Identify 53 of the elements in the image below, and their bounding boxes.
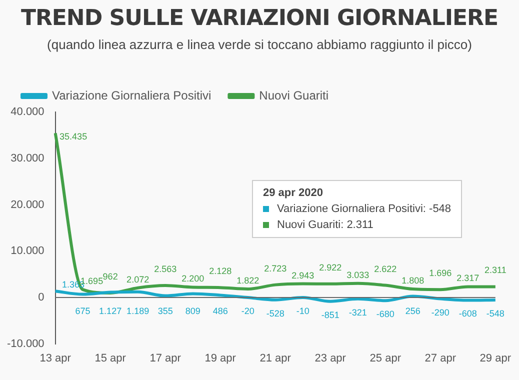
- data-label: 486: [212, 306, 228, 316]
- data-label: 675: [75, 306, 90, 316]
- data-label: 1.808: [402, 276, 424, 286]
- x-tick-label: 17 apr: [150, 352, 182, 364]
- data-label: -290: [431, 307, 450, 318]
- data-label: 2.563: [154, 264, 177, 274]
- x-tick-label: 13 apr: [40, 352, 72, 364]
- line-series: [54, 290, 497, 303]
- x-tick-label: 15 apr: [94, 352, 126, 364]
- legend-label: Variazione Giornaliera Positivi: [52, 88, 212, 102]
- data-label: 1.189: [126, 306, 150, 316]
- data-label: 3.033: [346, 270, 370, 280]
- annotation: 29 apr 2020 Variazione Giornaliera Positivi: -548 Nuovi Guariti: 2.311: [263, 187, 452, 233]
- y-tick-label: 30.000: [10, 152, 44, 164]
- x-tick-label: 23 apr: [314, 352, 346, 364]
- data-label: 256: [405, 306, 420, 316]
- y-tick-label: 20.000: [10, 198, 44, 211]
- data-label: 809: [185, 306, 200, 316]
- data-label: -851: [321, 310, 340, 320]
- data-label: -20: [241, 306, 254, 316]
- data-label: 2.311: [484, 265, 506, 276]
- x-tick-label: 19 apr: [204, 352, 236, 364]
- x-tick-label: 25 apr: [370, 352, 402, 364]
- chart-title: TREND SULLE VARIAZIONI GIORNALIERE: [20, 6, 500, 31]
- data-label: -10: [296, 306, 310, 316]
- data-label: 1.822: [236, 275, 260, 286]
- y-tick-label: 40.000: [10, 106, 44, 118]
- data-label: 2.922: [319, 262, 342, 272]
- data-label: 1.696: [429, 268, 452, 278]
- data-label: 2.723: [264, 263, 287, 274]
- y-tick-label: 0: [38, 291, 44, 304]
- data-label: -528: [266, 308, 284, 318]
- x-tick-label: 21 apr: [260, 352, 292, 364]
- x-tick-label: 27 apr: [424, 352, 456, 364]
- x-tick-label: 29 apr: [480, 352, 512, 364]
- data-label: 2.622: [374, 264, 397, 274]
- legend-label: Nuovi Guariti: [259, 88, 329, 102]
- data-label: -321: [348, 307, 367, 318]
- data-label: -608: [458, 308, 477, 319]
- chart-subtitle: (quando linea azzurra e linea verde si toccano abbiamo raggiunto il picco): [46, 37, 473, 52]
- data-label: 2.072: [126, 274, 150, 284]
- data-label: 1.127: [99, 306, 122, 316]
- data-label: 355: [158, 306, 173, 316]
- data-label: 35.435: [60, 132, 88, 142]
- y-tick-label: -10.000: [6, 338, 44, 350]
- data-label: 962: [102, 271, 118, 282]
- data-label: 2.128: [209, 266, 232, 276]
- data-label: -680: [376, 309, 394, 320]
- data-label: 2.200: [182, 274, 204, 284]
- data-label: -548: [486, 308, 504, 318]
- data-label: 2.943: [292, 270, 314, 280]
- y-tick-label: 10.000: [10, 245, 44, 258]
- data-label: 2.317: [456, 273, 480, 284]
